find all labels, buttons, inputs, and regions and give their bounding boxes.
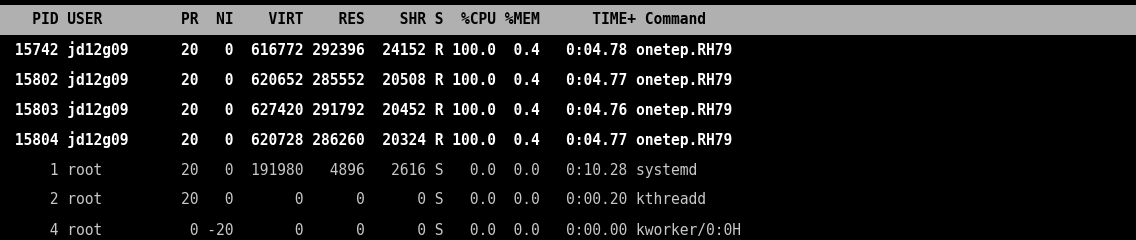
Bar [0, 5, 1136, 35]
Text: PID USER         PR  NI    VIRT    RES    SHR S  %CPU %MEM      TIME+ Command: PID USER PR NI VIRT RES SHR S %CPU %MEM … [6, 12, 705, 28]
Text: 4 root          0 -20       0      0      0 S   0.0  0.0   0:00.00 kworker/0:0H: 4 root 0 -20 0 0 0 S 0.0 0.0 0:00.00 kwo… [6, 222, 741, 238]
Text: 1 root         20   0  191980   4896   2616 S   0.0  0.0   0:10.28 systemd: 1 root 20 0 191980 4896 2616 S 0.0 0.0 0… [6, 162, 696, 178]
Text: 15742 jd12g09      20   0  616772 292396  24152 R 100.0  0.4   0:04.78 onetep.RH: 15742 jd12g09 20 0 616772 292396 24152 R… [6, 42, 732, 58]
Text: 15803 jd12g09      20   0  627420 291792  20452 R 100.0  0.4   0:04.76 onetep.RH: 15803 jd12g09 20 0 627420 291792 20452 R… [6, 102, 732, 118]
Text: 15804 jd12g09      20   0  620728 286260  20324 R 100.0  0.4   0:04.77 onetep.RH: 15804 jd12g09 20 0 620728 286260 20324 R… [6, 132, 732, 148]
Text: 15802 jd12g09      20   0  620652 285552  20508 R 100.0  0.4   0:04.77 onetep.RH: 15802 jd12g09 20 0 620652 285552 20508 R… [6, 72, 732, 88]
Text: 2 root         20   0       0      0      0 S   0.0  0.0   0:00.20 kthreadd: 2 root 20 0 0 0 0 S 0.0 0.0 0:00.20 kthr… [6, 192, 705, 208]
